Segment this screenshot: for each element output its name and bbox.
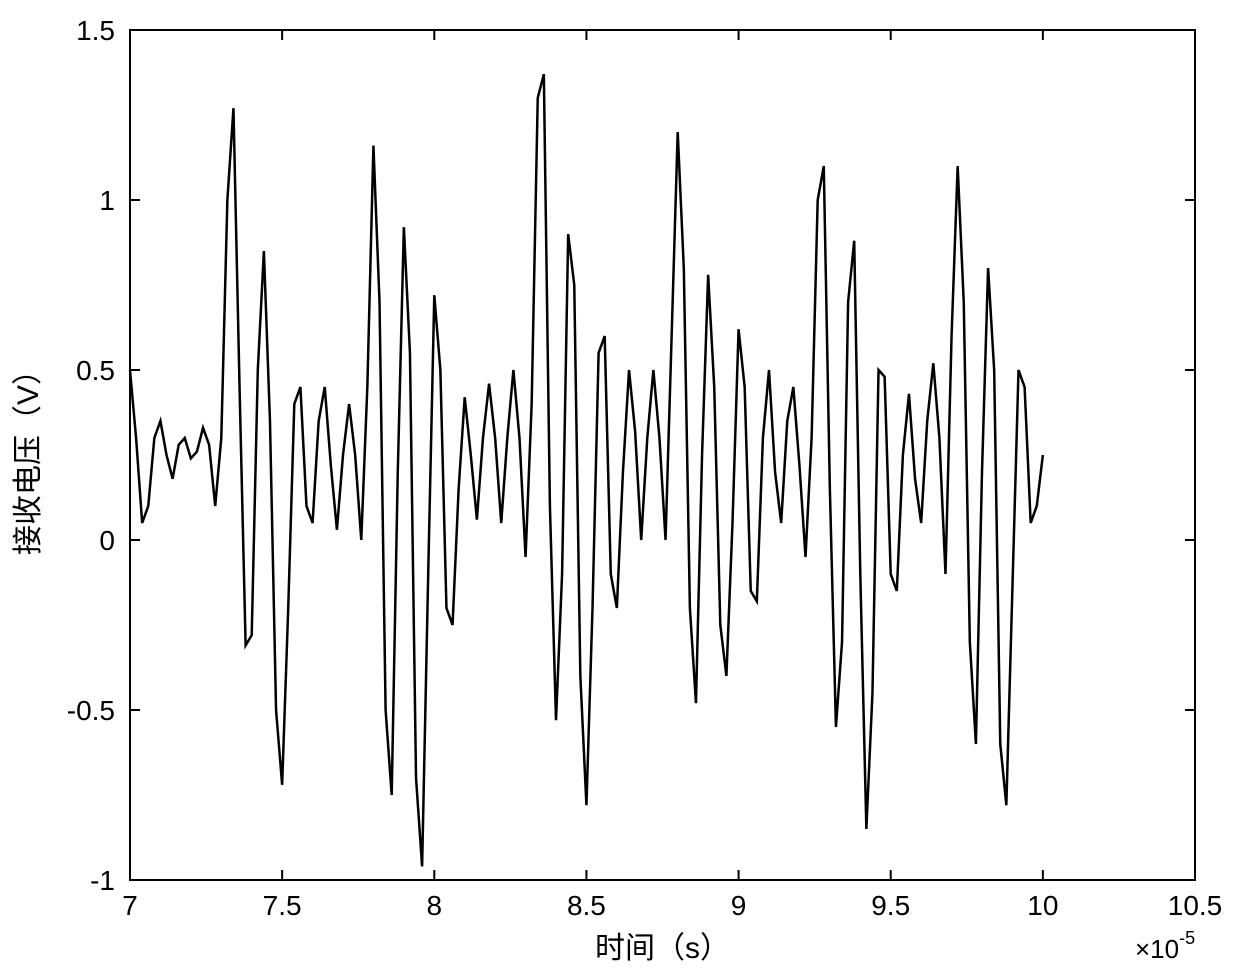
x-tick-label: 10 [1027,890,1058,921]
x-tick-label: 7.5 [263,890,302,921]
y-tick-label: 0 [99,525,115,556]
x-tick-label: 10.5 [1168,890,1223,921]
x-axis-label: 时间（s） [595,932,730,965]
x-tick-label: 8.5 [567,890,606,921]
x-exponent: ×10-5 [1135,928,1195,964]
y-axis-label: 接收电压（V） [12,355,45,555]
plot-border [130,30,1195,880]
x-tick-label: 9 [731,890,747,921]
y-tick-label: -0.5 [67,695,115,726]
y-tick-label: 1 [99,185,115,216]
y-tick-label: 0.5 [76,355,115,386]
x-tick-label: 9.5 [871,890,910,921]
signal-line [130,74,1043,866]
x-tick-label: 8 [426,890,442,921]
chart-container: 7 7.5 8 8.5 9 9.5 10 10.5 -1 -0.5 0 0.5 1 1.5 时间（s） 接收电… [0,0,1240,979]
y-tick-label: 1.5 [76,15,115,46]
chart-svg: 7 7.5 8 8.5 9 9.5 10 10.5 -1 -0.5 0 0.5 1 1.5 时间（s） 接收电… [0,0,1240,979]
x-tick-label: 7 [122,890,138,921]
y-tick-label: -1 [90,865,115,896]
